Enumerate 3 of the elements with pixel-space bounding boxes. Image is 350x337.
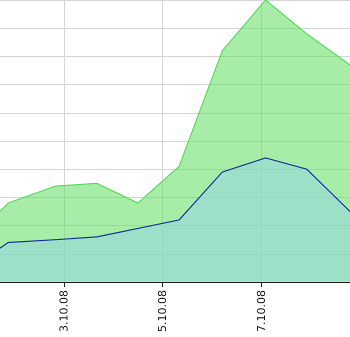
x-tick-label: 5.10.08 — [156, 290, 170, 332]
x-tick-label: 3.10.08 — [57, 290, 70, 332]
x-tick-label: 7.10.08 — [254, 290, 268, 332]
